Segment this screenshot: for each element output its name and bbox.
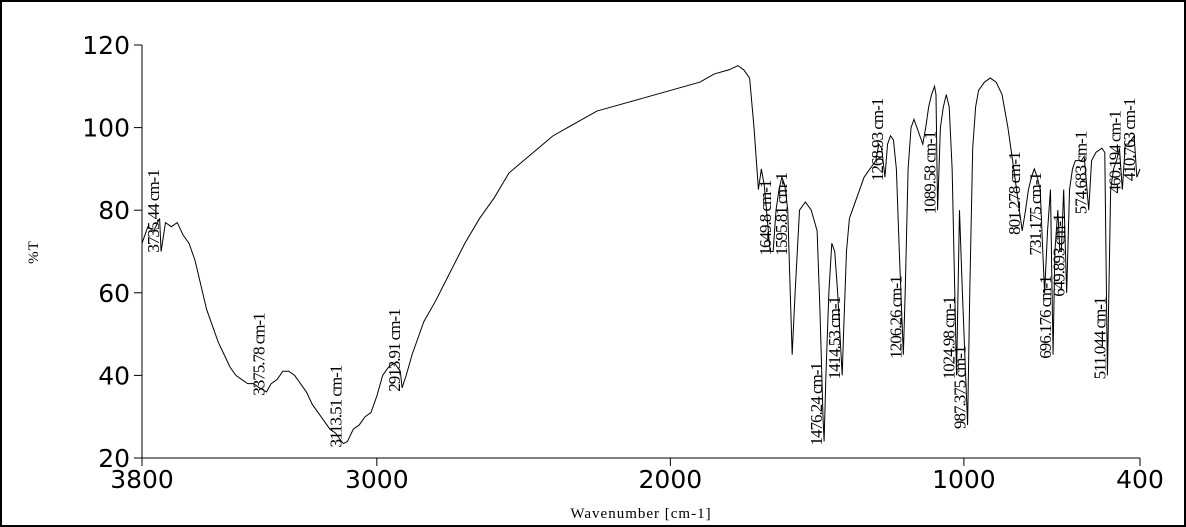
peak-label: 3375.78 cm-1	[250, 313, 269, 396]
peak-label: 1649.8 cm-1	[756, 180, 775, 255]
y-tick-label: 80	[98, 196, 130, 225]
peak-label: 987.375 cm-1	[951, 346, 970, 429]
peak-label: 574.683 cm-1	[1072, 131, 1091, 214]
x-tick-label: 3800	[110, 465, 174, 494]
x-tick-label: 2000	[639, 465, 703, 494]
peak-label: 460.194 cm-1	[1105, 111, 1124, 194]
peak-label: 801.278 cm-1	[1005, 152, 1024, 235]
x-tick-label: 1000	[932, 465, 996, 494]
x-tick-label: 3000	[345, 465, 409, 494]
peak-label: 696.176 cm-1	[1036, 276, 1055, 359]
y-tick-label: 20	[98, 444, 130, 473]
peak-label: 1595.81 cm-1	[772, 173, 791, 256]
peak-label: 511.044 cm-1	[1090, 297, 1109, 379]
peak-label: 1024.98 cm-1	[940, 296, 959, 379]
y-tick-label: 120	[82, 31, 130, 60]
y-tick-label: 100	[82, 114, 130, 143]
peak-label: 1206.26 cm-1	[886, 276, 905, 359]
y-axis-label: %T	[26, 240, 42, 264]
peak-label: 1476.24 cm-1	[807, 363, 826, 446]
peak-label: 649.893 cm-1	[1050, 214, 1069, 297]
peak-label: 410.763 cm-1	[1120, 98, 1139, 181]
peak-label: 3735.44 cm-1	[144, 170, 163, 253]
peak-label: 1414.53 cm-1	[825, 296, 844, 379]
x-tick-label: 400	[1116, 465, 1164, 494]
peak-label: 1089.58 cm-1	[921, 131, 940, 214]
peak-label: 3113.51 cm-1	[327, 365, 346, 447]
peak-label: 2913.91 cm-1	[385, 309, 404, 392]
y-tick-label: 60	[98, 279, 130, 308]
y-tick-label: 40	[98, 361, 130, 390]
x-axis-label: Wavenumber [cm-1]	[570, 506, 711, 522]
peak-label: 1268.93 cm-1	[868, 98, 887, 181]
spectrum-line	[141, 65, 1141, 445]
peak-label: 731.175 cm-1	[1026, 173, 1045, 256]
